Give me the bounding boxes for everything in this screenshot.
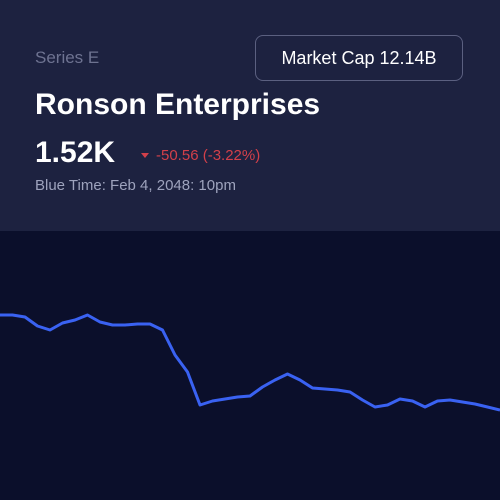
header-panel [0, 0, 500, 231]
market-cap-value: 12.14B [379, 47, 437, 68]
market-cap-button[interactable]: Market Cap 12.14B [255, 35, 463, 81]
market-cap-label: Market Cap [281, 47, 375, 68]
down-icon [141, 153, 149, 158]
company-name: Ronson Enterprises [35, 88, 321, 121]
timestamp: Blue Time: Feb 4, 2048: 10pm [35, 177, 236, 194]
price: 1.52K [35, 136, 116, 169]
price-line [0, 313, 500, 412]
price-change: -50.56 (-3.22%) [156, 147, 261, 164]
series-label: Series E [35, 48, 100, 67]
